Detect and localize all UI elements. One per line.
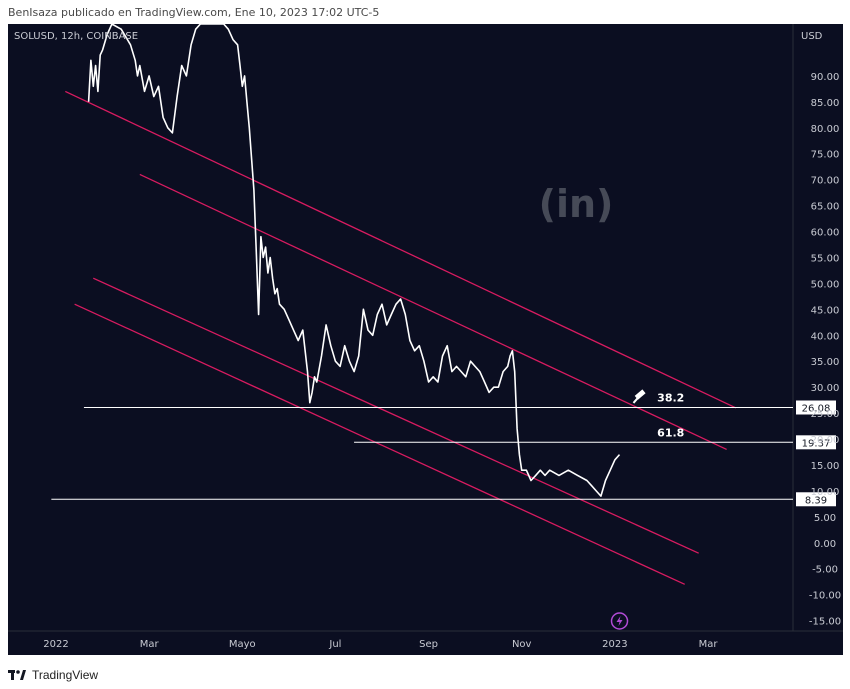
lightning-bolt [616,616,623,626]
trend-channel-line[interactable] [139,173,727,451]
price-series [87,23,621,497]
y-tick-label: 30.00 [811,383,840,394]
watermark: (in) [539,182,614,226]
y-tick-label: 75.00 [811,150,840,161]
y-tick-label: -15.00 [809,617,841,628]
chart-frame[interactable]: (in) 26.08 38.2 19.37 61.8 8.39 90.00 85.00 80… [8,23,843,655]
y-tick-label: 35.00 [811,357,840,368]
tradingview-logo-icon [8,670,26,680]
y-tick-label: 25.00 [811,409,840,420]
y-tick-label: 55.00 [811,253,840,264]
price-tag-box [796,400,836,415]
y-tick-label: 70.00 [811,176,840,187]
x-tick-label: 2022 [43,639,68,650]
hammer-icon[interactable] [632,389,646,404]
y-tick-label: 20.00 [811,435,840,446]
fib-level-label: 61.8 [657,426,684,439]
lightning-event-icon[interactable] [610,612,629,630]
y-tick-label: 85.00 [811,98,840,109]
trend-lines[interactable] [65,90,737,585]
y-tick-label: 0.00 [814,539,836,550]
grid [8,24,843,632]
watermark-logo: (in) [539,182,614,226]
price-chart[interactable]: (in) 26.08 38.2 19.37 61.8 8.39 90.00 85.00 80… [8,23,843,655]
price-line [87,23,621,497]
price-tag-box [796,435,836,450]
horizontal-levels[interactable] [51,406,793,500]
footer-branding: TradingView [8,664,98,686]
y-tick-label: 90.00 [811,72,840,83]
x-tick-label: Sep [419,639,438,650]
y-tick-label: 45.00 [811,305,840,316]
x-tick-label: Nov [512,639,532,650]
x-tick-label: Jul [328,639,341,650]
chart-background [8,24,843,655]
symbol-label[interactable]: SOLUSD, 12h, COINBASE [14,31,138,42]
x-tick-label: Mar [140,639,160,650]
fib-level-label: 38.2 [657,391,684,404]
y-tick-label: 60.00 [811,228,840,239]
time-axis[interactable]: 2022 Mar Mayo Jul Sep Nov 2023 Mar [43,639,718,650]
x-tick-label: Mar [699,639,719,650]
hammer-handle [632,394,642,404]
publisher-header: BenIsaza publicado en TradingView.com, E… [8,6,380,19]
y-tick-label: 15.00 [811,461,840,472]
trend-channel-line[interactable] [65,90,737,409]
trend-channel-line[interactable] [74,303,685,585]
x-tick-label: 2023 [602,639,627,650]
price-tag-label: 8.39 [805,495,827,506]
price-tag-box [796,492,836,507]
y-tick-label: -5.00 [812,565,838,576]
y-tick-label: 50.00 [811,279,840,290]
footer-brand-text: TradingView [32,668,99,682]
y-tick-label: 5.00 [814,513,836,524]
price-tag-label: 19.37 [802,438,831,449]
y-tick-label: 65.00 [811,202,840,213]
y-tick-label: 40.00 [811,331,840,342]
price-axis[interactable]: 90.00 85.00 80.00 75.00 70.00 65.00 60.00 55.00… [809,72,841,628]
currency-label: USD [801,31,823,42]
trend-channel-line[interactable] [92,277,699,554]
level-labels: 26.08 38.2 19.37 61.8 8.39 [657,391,836,507]
x-tick-label: Mayo [229,639,256,650]
y-tick-label: -10.00 [809,591,841,602]
y-tick-label: 10.00 [811,487,840,498]
price-tag-label: 26.08 [802,403,831,414]
y-tick-label: 80.00 [811,124,840,135]
